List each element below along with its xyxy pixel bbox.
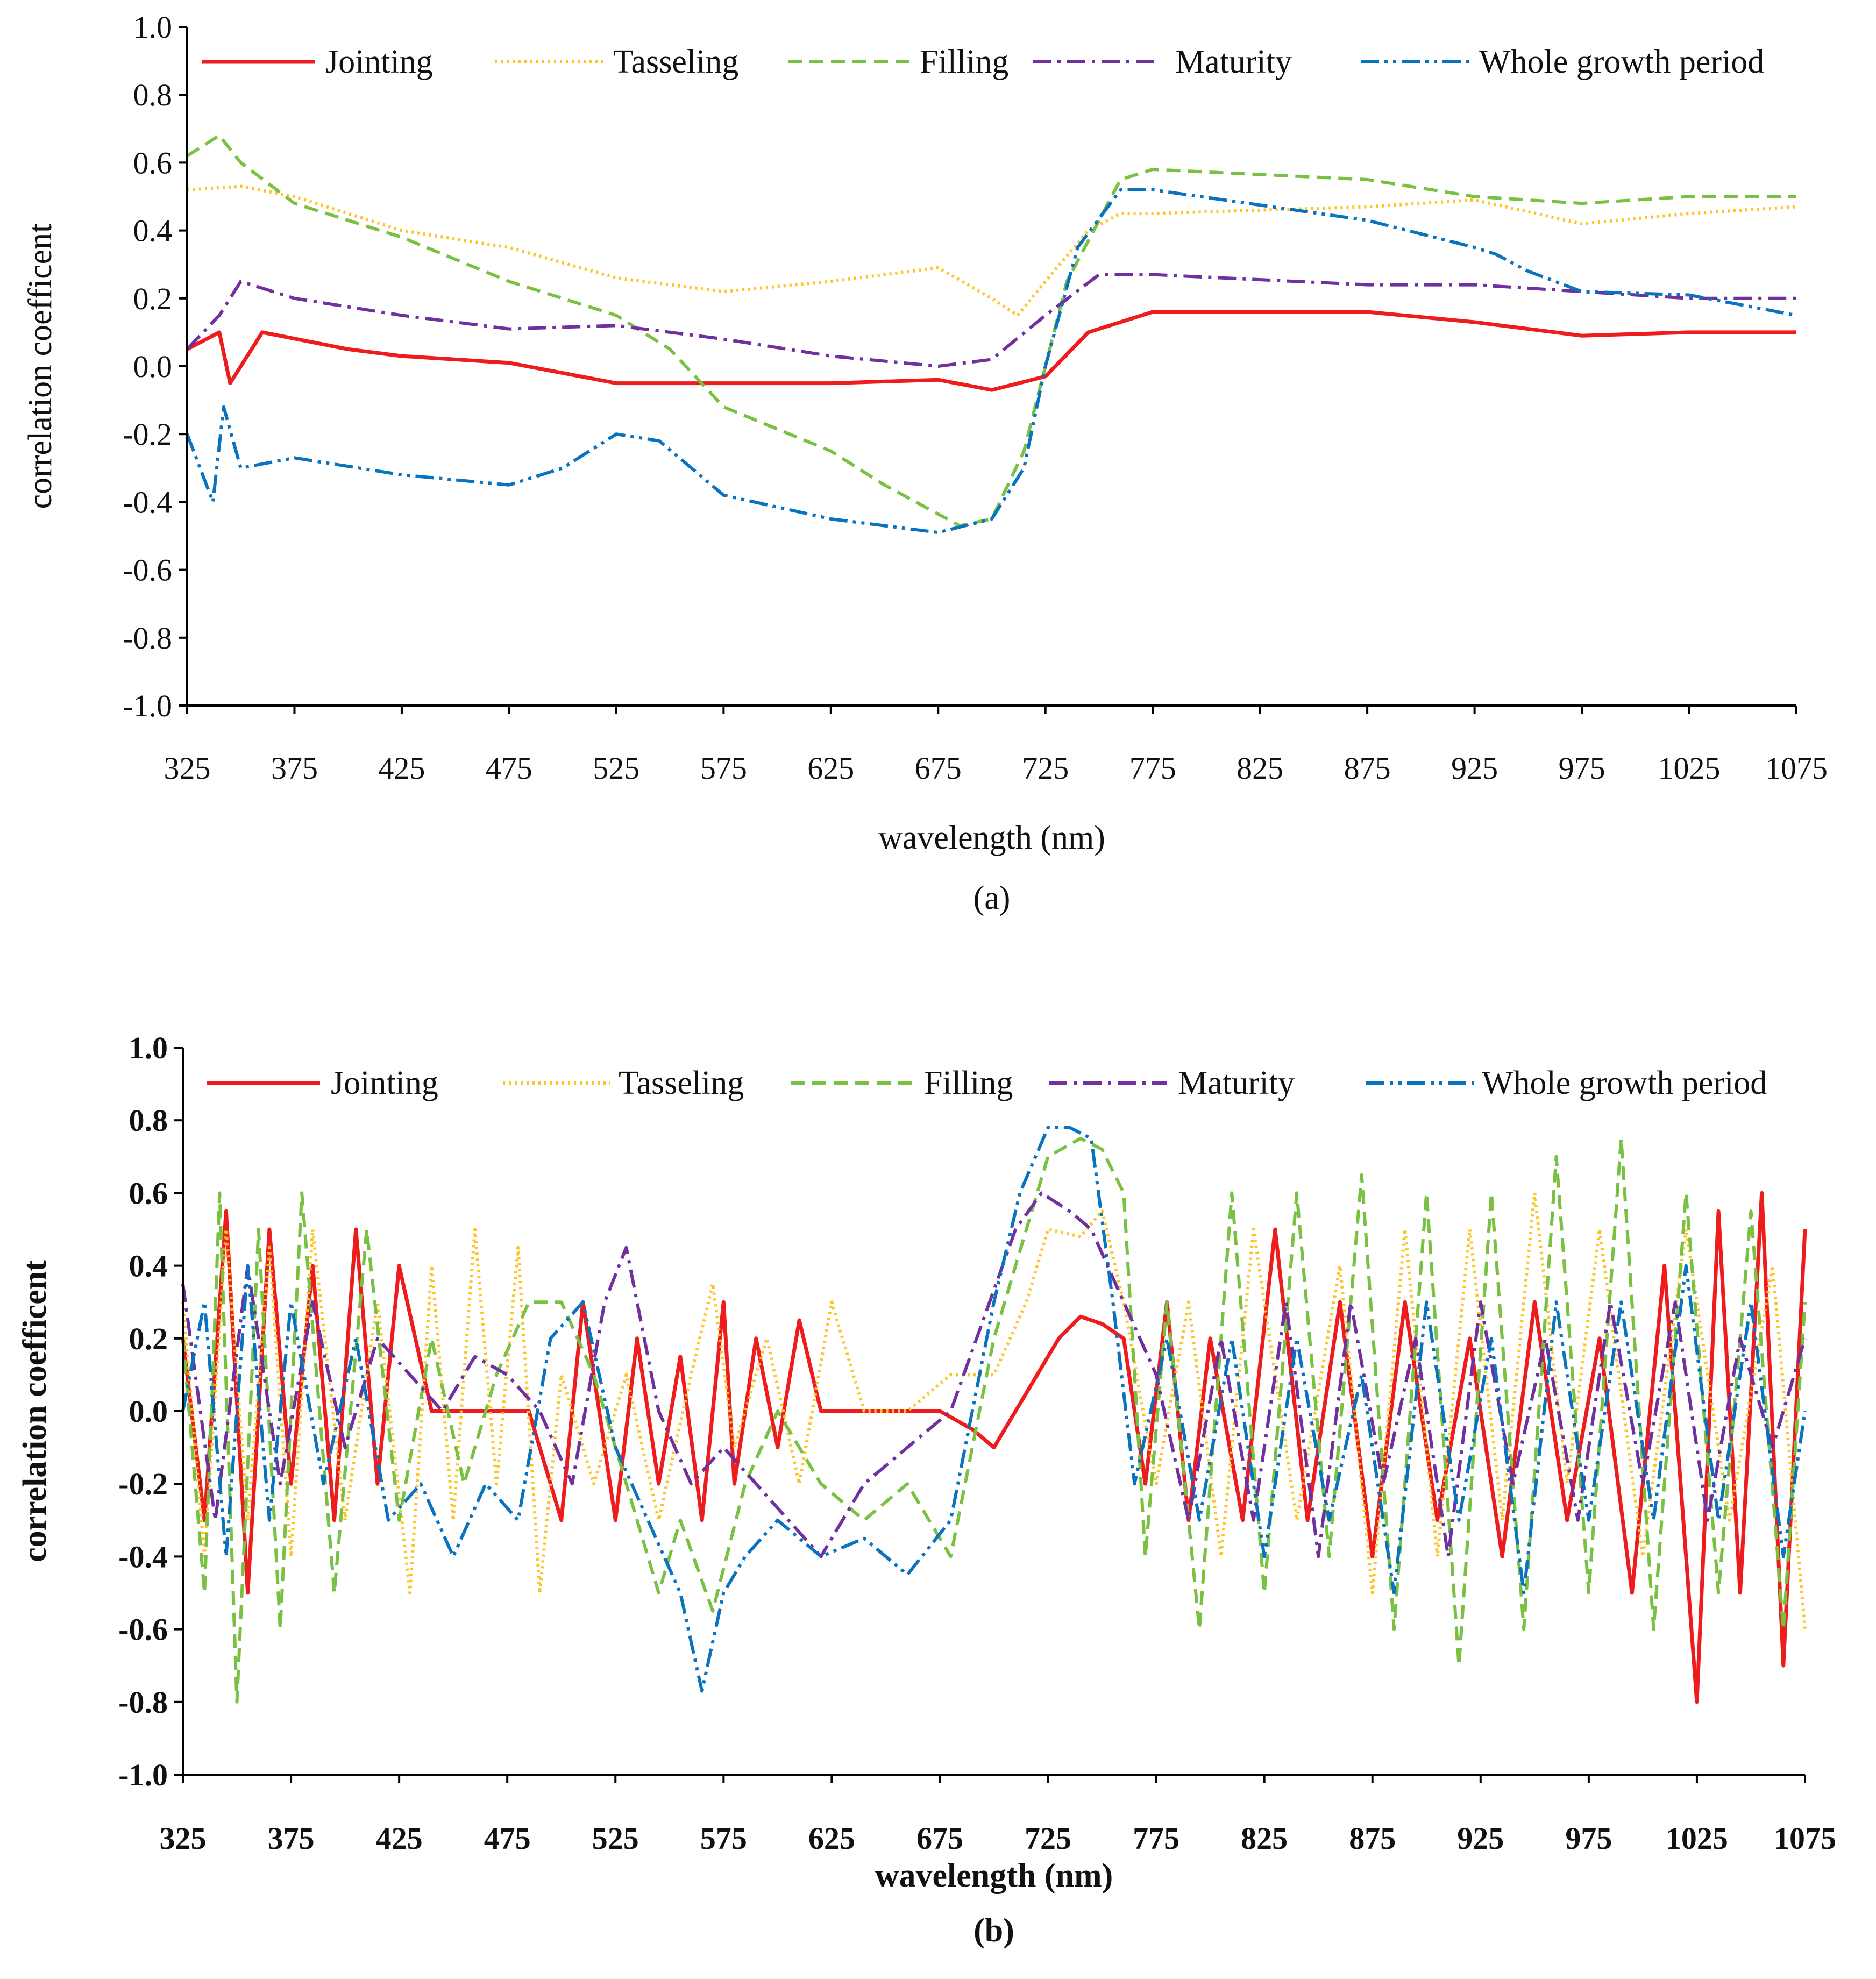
panel-b-y-tick-label: -0.2: [118, 1467, 168, 1501]
panel-b-y-tick-label: 0.8: [129, 1103, 168, 1138]
panel-a-y-ticks: 1.0 0.8 0.6 0.4 0.2 0.0 -0.2 -0.4 -0.6 -0.8 -1.0: [123, 10, 187, 723]
panel-a-x-tick-label: 1075: [1765, 751, 1828, 786]
panel-b-series-jointing: [181, 1191, 1807, 1704]
panel-b-caption: (b): [973, 1912, 1014, 1949]
panel-b-y-axis-title: correlation coefficent: [17, 1260, 53, 1562]
panel-a-x-tick-label: 825: [1237, 751, 1283, 786]
panel-b-x-tick-label: 725: [1025, 1821, 1071, 1856]
panel-a-x-tick-label: 325: [164, 751, 211, 786]
panel-a-x-tick-label: 725: [1022, 751, 1069, 786]
panel-a-y-tick-label: -0.6: [123, 553, 172, 588]
panel-a-y-tick-label: 1.0: [133, 10, 173, 45]
panel-a-series-maturity: [186, 273, 1796, 368]
panel-a-x-tick-label: 775: [1129, 751, 1176, 786]
panel-b-x-axis-title: wavelength (nm): [875, 1857, 1113, 1894]
panel-a-x-tick-label: 625: [807, 751, 854, 786]
panel-b-x-tick-label: 1075: [1774, 1821, 1836, 1856]
panel-b-x-ticks: 325 375 425 475 525 575 625 675 725 775 825 875 925 9…: [160, 1775, 1836, 1856]
panel-a-series-jointing: [186, 310, 1796, 392]
panel-b-legend-label-whole: Whole growth period: [1482, 1065, 1767, 1101]
panel-a-y-axis-title: correlation coefficent: [22, 224, 59, 509]
panel-a-x-tick-label: 475: [486, 751, 532, 786]
panel-b-y-ticks: 1.0 0.8 0.6 0.4 0.2 0.0 -0.2 -0.4 -0.6 -0.8 -1.0: [118, 1030, 183, 1792]
panel-b-x-tick-label: 525: [592, 1821, 639, 1856]
panel-b-x-tick-label: 325: [160, 1821, 207, 1856]
panel-a-legend-label-whole: Whole growth period: [1479, 44, 1764, 80]
panel-a-y-tick-label: -0.4: [123, 485, 172, 519]
panel-a-x-tick-label: 925: [1451, 751, 1498, 786]
panel-b-x-tick-label: 475: [484, 1821, 531, 1856]
panel-a-y-tick-label: 0.2: [133, 281, 173, 316]
panel-a-y-tick-label: -0.8: [123, 621, 172, 656]
panel-b-x-tick-label: 875: [1349, 1821, 1396, 1856]
panel-b-legend-label-jointing: Jointing: [331, 1065, 438, 1101]
panel-b-x-tick-label: 975: [1565, 1821, 1612, 1856]
panel-b-legend-label-tasseling: Tasseling: [619, 1065, 744, 1101]
panel-b-series-group: [181, 1126, 1807, 1704]
panel-a-x-tick-label: 975: [1559, 751, 1605, 786]
panel-a-x-tick-label: 675: [915, 751, 962, 786]
chart-panel-b: 1.0 0.8 0.6 0.4 0.2 0.0 -0.2 -0.4 -0.6 -0.8 -1.0 3…: [17, 1030, 1836, 1949]
panel-a-caption: (a): [973, 880, 1011, 916]
panel-b-x-tick-label: 775: [1133, 1821, 1179, 1856]
panel-b-y-tick-label: 0.0: [129, 1394, 168, 1429]
panel-b-y-tick-label: 0.6: [129, 1176, 168, 1211]
panel-b-x-tick-label: 425: [376, 1821, 423, 1856]
panel-b-series-maturity: [181, 1191, 1807, 1558]
panel-b-x-tick-label: 625: [808, 1821, 855, 1856]
panel-a-legend: Jointing Tasseling Filling Maturity Whol…: [202, 44, 1764, 80]
panel-a-series-group: [186, 133, 1797, 535]
panel-a-x-ticks: 325 375 425 475 525 575 625 675 725 775 825 875 925 9…: [164, 706, 1828, 786]
panel-b-legend-label-filling: Filling: [924, 1065, 1013, 1101]
panel-a-x-tick-label: 525: [593, 751, 639, 786]
panel-b-y-tick-label: -0.8: [118, 1685, 168, 1720]
panel-a-y-tick-label: -0.2: [123, 417, 172, 452]
panel-a-legend-label-jointing: Jointing: [325, 44, 433, 80]
panel-a-legend-label-tasseling: Tasseling: [613, 44, 738, 80]
panel-b-y-tick-label: -0.4: [118, 1539, 168, 1574]
panel-a-y-tick-label: -1.0: [123, 688, 172, 723]
panel-b-y-tick-label: 0.2: [129, 1321, 168, 1356]
panel-a-series-tasseling: [187, 184, 1797, 317]
panel-a-x-tick-label: 1025: [1658, 751, 1721, 786]
panel-a-x-tick-label: 425: [378, 751, 425, 786]
panel-a-y-tick-label: 0.8: [133, 77, 173, 112]
panel-a-series-filling: [186, 133, 1796, 528]
panel-b-x-tick-label: 675: [916, 1821, 963, 1856]
panel-b-legend-label-maturity: Maturity: [1178, 1065, 1295, 1101]
panel-b-y-tick-label: 0.4: [129, 1249, 168, 1284]
panel-b-y-tick-label: -1.0: [118, 1757, 168, 1792]
panel-b-y-tick-label: 1.0: [129, 1030, 168, 1065]
panel-a-x-tick-label: 575: [700, 751, 747, 786]
panel-b-series-tasseling: [181, 1191, 1807, 1629]
panel-a-x-tick-label: 875: [1344, 751, 1391, 786]
chart-panel-a: 1.0 0.8 0.6 0.4 0.2 0.0 -0.2 -0.4 -0.6 -0.8 -1.0 3…: [22, 10, 1828, 916]
panel-a-legend-label-filling: Filling: [920, 44, 1008, 80]
panel-b-x-tick-label: 825: [1241, 1821, 1288, 1856]
panel-a-legend-label-maturity: Maturity: [1175, 44, 1292, 80]
panel-b-x-tick-label: 575: [700, 1821, 747, 1856]
panel-b-legend: Jointing Tasseling Filling Maturity Whol…: [207, 1065, 1767, 1101]
panel-b-x-tick-label: 1025: [1666, 1821, 1728, 1856]
panel-a-y-tick-label: 0.0: [133, 349, 173, 384]
panel-a-y-tick-label: 0.6: [133, 145, 173, 180]
panel-a-x-axis-title: wavelength (nm): [878, 820, 1105, 856]
panel-b-x-tick-label: 925: [1457, 1821, 1504, 1856]
panel-b-x-tick-label: 375: [268, 1821, 315, 1856]
panel-b-y-tick-label: -0.6: [118, 1612, 168, 1647]
panel-b-series-filling: [181, 1137, 1807, 1704]
panel-a-y-tick-label: 0.4: [133, 213, 173, 248]
panel-a-series-whole: [186, 188, 1797, 535]
panel-b-series-whole: [181, 1126, 1807, 1693]
panel-a-x-tick-label: 375: [271, 751, 318, 786]
